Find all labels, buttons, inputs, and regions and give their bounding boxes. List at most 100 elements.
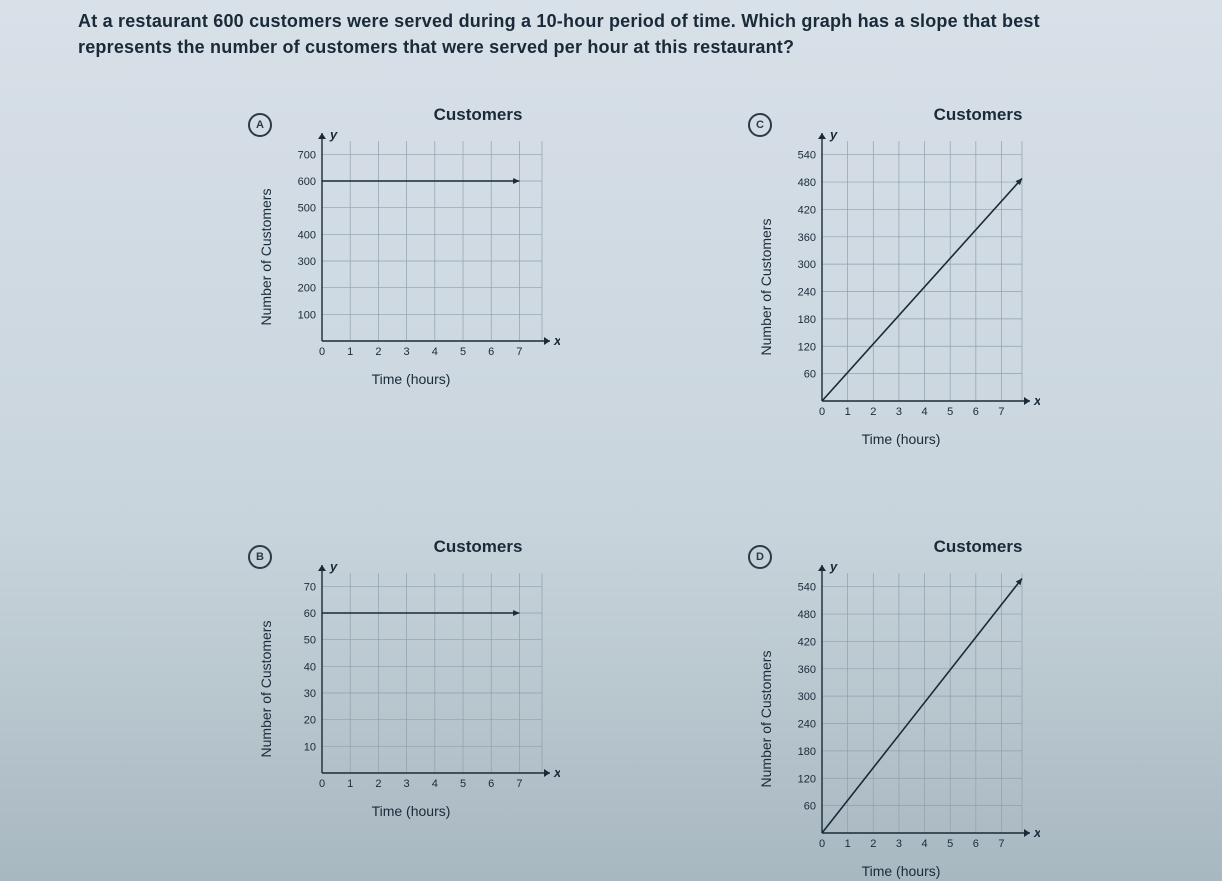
svg-text:540: 540 — [798, 582, 816, 594]
svg-text:2: 2 — [870, 406, 876, 418]
plot-c: Number of Customers yx012345676012018024… — [782, 127, 1148, 447]
chart-d-svg: y x 0 1 2 3 4 5 6 7 60 120 180 240 300 360 420 480 540 — [782, 559, 1040, 861]
chart-c-svg: yx0123456760120180240300360420480540 — [782, 127, 1040, 429]
svg-text:420: 420 — [798, 636, 816, 648]
svg-text:4: 4 — [922, 838, 928, 850]
svg-text:5: 5 — [947, 406, 953, 418]
chart-title: Customers — [808, 537, 1148, 557]
svg-text:2: 2 — [375, 346, 381, 358]
svg-text:700: 700 — [298, 149, 316, 161]
svg-text:x: x — [1033, 825, 1040, 840]
choice-badge-d: D — [748, 545, 772, 569]
svg-text:120: 120 — [798, 773, 816, 785]
svg-text:2: 2 — [870, 838, 876, 850]
choice-badge-c: C — [748, 113, 772, 137]
svg-text:x: x — [553, 333, 560, 348]
svg-text:7: 7 — [516, 778, 522, 790]
svg-text:5: 5 — [947, 838, 953, 850]
svg-text:1: 1 — [845, 838, 851, 850]
svg-text:40: 40 — [304, 661, 316, 673]
svg-text:420: 420 — [798, 204, 816, 216]
svg-text:4: 4 — [922, 406, 928, 418]
svg-text:300: 300 — [298, 256, 316, 268]
chart-title: Customers — [308, 537, 648, 557]
x-axis-label: Time (hours) — [282, 803, 540, 819]
svg-text:3: 3 — [896, 406, 902, 418]
svg-text:6: 6 — [488, 778, 494, 790]
svg-text:60: 60 — [304, 608, 316, 620]
svg-text:400: 400 — [298, 229, 316, 241]
svg-text:60: 60 — [804, 801, 816, 813]
svg-text:120: 120 — [798, 341, 816, 353]
svg-text:480: 480 — [798, 609, 816, 621]
svg-text:3: 3 — [404, 346, 410, 358]
chart-title: Customers — [308, 105, 648, 125]
chart-b-svg: yx0123456710203040506070 — [282, 559, 560, 801]
question-text: At a restaurant 600 customers were serve… — [78, 8, 1182, 60]
svg-text:y: y — [829, 559, 838, 574]
svg-text:x: x — [1033, 393, 1040, 408]
svg-text:6: 6 — [973, 838, 979, 850]
svg-text:300: 300 — [798, 691, 816, 703]
plot-a: Number of Customers yx012345671002003004… — [282, 127, 648, 387]
svg-text:7: 7 — [998, 838, 1004, 850]
svg-text:180: 180 — [798, 314, 816, 326]
plot-b: Number of Customers yx012345671020304050… — [282, 559, 648, 819]
svg-text:7: 7 — [998, 406, 1004, 418]
svg-text:20: 20 — [304, 715, 316, 727]
svg-text:200: 200 — [298, 283, 316, 295]
svg-text:1: 1 — [347, 346, 353, 358]
x-axis-label: Time (hours) — [782, 431, 1020, 447]
question-line1: At a restaurant 600 customers were serve… — [78, 11, 1040, 31]
svg-text:600: 600 — [298, 176, 316, 188]
svg-text:240: 240 — [798, 287, 816, 299]
svg-text:x: x — [553, 765, 560, 780]
svg-text:1: 1 — [347, 778, 353, 790]
svg-text:0: 0 — [819, 838, 825, 850]
svg-text:4: 4 — [432, 346, 438, 358]
svg-text:10: 10 — [304, 741, 316, 753]
y-axis-label: Number of Customers — [258, 621, 274, 758]
svg-text:100: 100 — [298, 309, 316, 321]
question-line2: represents the number of customers that … — [78, 37, 794, 57]
svg-text:540: 540 — [798, 150, 816, 162]
svg-text:240: 240 — [798, 719, 816, 731]
choice-c[interactable]: C Customers Number of Customers yx012345… — [748, 105, 1148, 447]
choices-grid: A Customers Number of Customers y x 0 1 2 3 4 5… — [248, 105, 1188, 881]
svg-text:0: 0 — [819, 406, 825, 418]
svg-text:5: 5 — [460, 778, 466, 790]
svg-text:1: 1 — [845, 406, 851, 418]
svg-text:60: 60 — [804, 369, 816, 381]
plot-d: Number of Customers yx012345676012018024… — [782, 559, 1148, 879]
row-1: A Customers Number of Customers y x 0 1 2 3 4 5… — [248, 105, 1188, 447]
y-axis-label: Number of Customers — [258, 189, 274, 326]
svg-text:70: 70 — [304, 581, 316, 593]
svg-text:3: 3 — [404, 778, 410, 790]
choice-badge-a: A — [248, 113, 272, 137]
svg-text:y: y — [829, 127, 838, 142]
svg-text:300: 300 — [798, 259, 816, 271]
x-axis-label: Time (hours) — [282, 371, 540, 387]
svg-text:7: 7 — [516, 346, 522, 358]
svg-text:y: y — [329, 559, 338, 574]
y-axis-label: Number of Customers — [758, 219, 774, 356]
choice-d[interactable]: D Customers Number of Customers yx012345… — [748, 537, 1148, 879]
choice-a[interactable]: A Customers Number of Customers y x 0 1 2 3 4 5… — [248, 105, 648, 447]
svg-text:5: 5 — [460, 346, 466, 358]
svg-text:y: y — [329, 127, 338, 142]
choice-b[interactable]: B Customers Number of Customers yx012345… — [248, 537, 648, 879]
svg-text:180: 180 — [798, 746, 816, 758]
svg-text:0: 0 — [319, 346, 325, 358]
svg-text:3: 3 — [896, 838, 902, 850]
svg-text:2: 2 — [375, 778, 381, 790]
svg-text:360: 360 — [798, 232, 816, 244]
x-axis-label: Time (hours) — [782, 863, 1020, 879]
svg-text:30: 30 — [304, 688, 316, 700]
row-2: B Customers Number of Customers y x 0 1 2 3 4 5… — [248, 537, 1188, 879]
svg-text:360: 360 — [798, 664, 816, 676]
svg-text:0: 0 — [319, 778, 325, 790]
choice-badge-b: B — [248, 545, 272, 569]
svg-text:480: 480 — [798, 177, 816, 189]
svg-text:500: 500 — [298, 203, 316, 215]
svg-text:6: 6 — [488, 346, 494, 358]
